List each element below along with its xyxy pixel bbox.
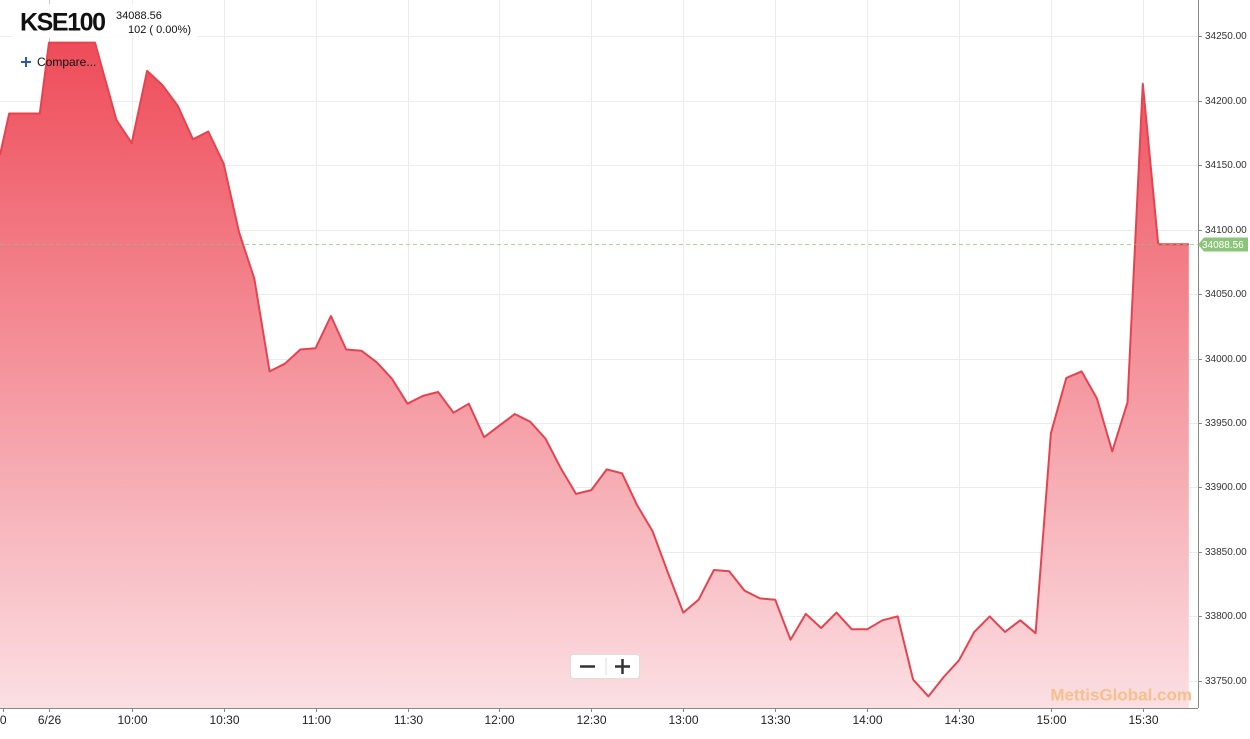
x-tick-label: 11:30	[394, 713, 423, 727]
x-tick-label: 11:00	[302, 713, 331, 727]
y-tick-label: 33750.00	[1205, 676, 1247, 687]
y-tick-label: 34200.00	[1205, 96, 1247, 107]
x-tick-label: 14:30	[944, 713, 974, 727]
compare-button[interactable]: Compare...	[21, 55, 96, 69]
price-line	[0, 41, 1189, 698]
last-price: 34088.56	[116, 10, 162, 22]
chart-title: KSE100	[20, 9, 106, 37]
y-tick-label: 34000.00	[1205, 354, 1247, 365]
x-tick-label: 13:30	[760, 713, 790, 727]
x-tick-label: 13:00	[668, 713, 698, 727]
last-price-tag	[1198, 237, 1248, 252]
compare-label[interactable]: Compare...	[37, 55, 96, 69]
plot	[0, 41, 1198, 709]
axes: 33750.00 33800.00 33850.00 33900.00 33950.00…	[0, 31, 1248, 727]
area-fill	[0, 42, 1189, 709]
x-tick-label: 15:00	[1036, 713, 1066, 727]
y-tick-label: 33800.00	[1205, 611, 1247, 622]
last-price-label: 34088.56	[1202, 240, 1244, 251]
y-tick-label: 34150.00	[1205, 160, 1247, 171]
y-tick-label: 33900.00	[1205, 482, 1247, 493]
x-tick-label: 10:00	[117, 713, 147, 727]
header-bg	[12, 4, 198, 38]
x-tick-label: 15:30	[1128, 713, 1158, 727]
y-tick-label: 34050.00	[1205, 289, 1247, 300]
x-tick-label: 12:00	[484, 713, 514, 727]
y-tick-label: 34250.00	[1205, 31, 1247, 42]
zoom-in[interactable]	[615, 659, 630, 674]
y-tick-label: 34100.00	[1205, 225, 1247, 236]
watermark: MettisGlobal.com	[1050, 685, 1192, 704]
x-tick-label: 6/26	[38, 713, 62, 727]
zoom-controls	[570, 654, 640, 679]
x-tick-label: 14:00	[852, 713, 882, 727]
x-tick-label: 10:30	[209, 713, 239, 727]
price-change: 102 ( 0.00%)	[128, 24, 191, 36]
x-tick-label: 0	[0, 713, 7, 727]
y-tick-label: 33850.00	[1205, 547, 1247, 558]
x-tick-label: 12:30	[576, 713, 606, 727]
compare-icon	[21, 57, 31, 67]
y-tick-label: 33950.00	[1205, 418, 1247, 429]
